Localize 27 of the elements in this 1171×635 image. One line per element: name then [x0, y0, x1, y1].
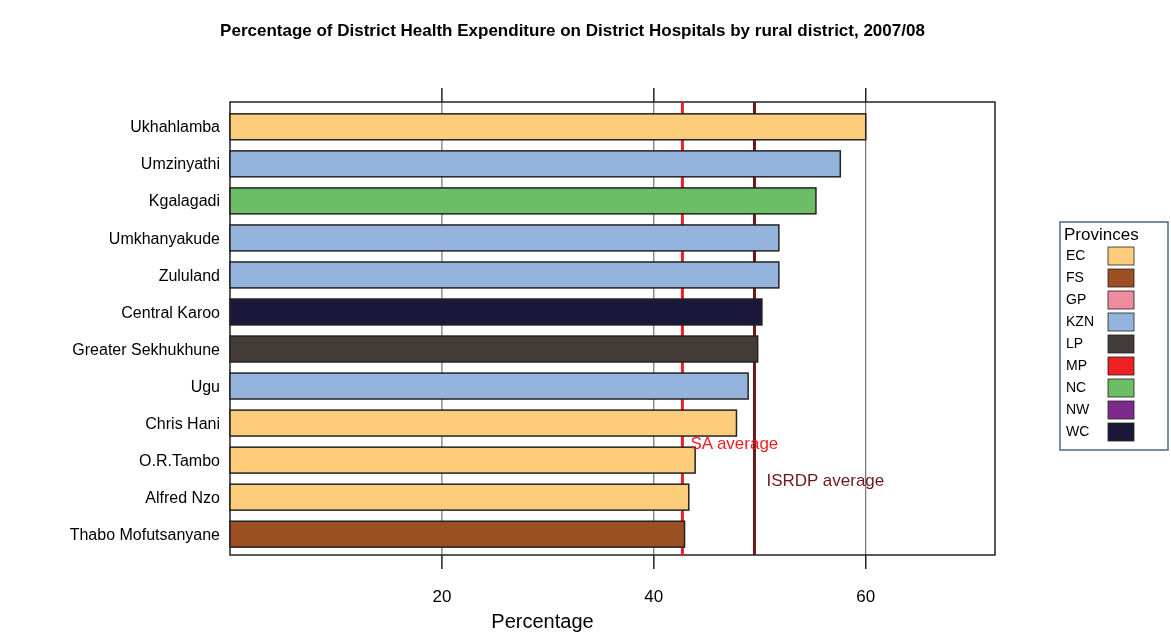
y-tick-label: Ukhahlamba: [130, 118, 221, 136]
x-tick-label: 40: [644, 587, 664, 606]
legend-label: NC: [1066, 379, 1087, 395]
y-tick-label: Zululand: [158, 266, 220, 284]
y-tick-label: Kgalagadi: [148, 192, 220, 210]
y-tick-label: Central Karoo: [121, 303, 221, 321]
y-tick-label: Alfred Nzo: [145, 488, 221, 506]
legend-label: EC: [1066, 247, 1086, 263]
y-tick-label: Umkhanyakude: [108, 229, 221, 247]
y-tick-label: Thabo Mofutsanyane: [69, 525, 221, 543]
legend-label: NW: [1066, 401, 1091, 417]
legend-label: FS: [1066, 269, 1084, 285]
legend-label: LP: [1066, 335, 1084, 351]
legend-label: WC: [1066, 423, 1090, 439]
legend-title: Provinces: [1064, 225, 1139, 244]
y-tick-label: Umzinyathi: [140, 155, 220, 173]
x-tick-label: 60: [856, 587, 876, 606]
x-axis-title: Percentage: [491, 610, 594, 632]
y-tick-label: Greater Sekhukhune: [72, 340, 221, 358]
x-tick-label: 20: [432, 587, 452, 606]
chart-title: Percentage of District Health Expenditure on District Hospitals by rural district, 2007/08: [220, 21, 925, 40]
y-tick-label: Ugu: [190, 377, 220, 395]
y-tick-label: Chris Hani: [145, 414, 220, 432]
legend-label: GP: [1066, 291, 1087, 307]
y-tick-label: O.R.Tambo: [139, 451, 221, 469]
legend-label: KZN: [1066, 313, 1094, 329]
legend-label: MP: [1066, 357, 1087, 373]
